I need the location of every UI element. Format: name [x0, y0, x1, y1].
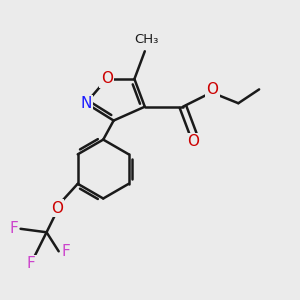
Text: O: O — [51, 200, 63, 215]
Text: O: O — [101, 71, 113, 86]
Text: N: N — [80, 96, 92, 111]
Text: F: F — [61, 244, 70, 259]
Text: CH₃: CH₃ — [134, 33, 159, 46]
Text: F: F — [9, 221, 18, 236]
Text: F: F — [27, 256, 35, 271]
Text: O: O — [206, 82, 218, 97]
Text: O: O — [187, 134, 199, 149]
